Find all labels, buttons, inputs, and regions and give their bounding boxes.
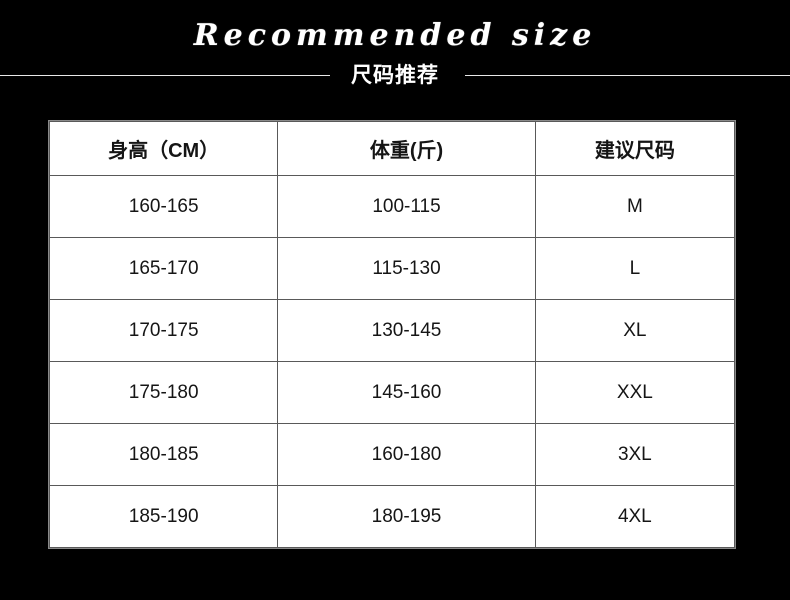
cell-size: M [534,175,736,238]
cell-height: 180-185 [48,423,279,486]
subtitle-row: 尺码推荐 [0,60,790,92]
cell-height: 175-180 [48,361,279,424]
cell-weight: 160-180 [277,423,536,486]
page-subtitle: 尺码推荐 [351,64,439,87]
column-header-weight: 体重(斤) [277,121,536,176]
cell-weight: 145-160 [277,361,536,424]
cell-size: 3XL [534,423,736,486]
table-row: 170-175 130-145 XL [48,299,736,362]
table-header-row: 身高（CM） 体重(斤) 建议尺码 [48,121,736,176]
cell-weight: 130-145 [277,299,536,362]
page-header: Recommended size 尺码推荐 [0,0,790,112]
cell-height: 165-170 [48,237,279,300]
table-row: 175-180 145-160 XXL [48,361,736,424]
column-header-size: 建议尺码 [534,121,736,176]
divider-line-left [0,75,330,76]
cell-size: L [534,237,736,300]
column-header-height: 身高（CM） [48,121,279,176]
table-row: 185-190 180-195 4XL [48,485,736,548]
cell-size: XL [534,299,736,362]
cell-weight: 100-115 [277,175,536,238]
cell-weight: 115-130 [277,237,536,300]
table-row: 180-185 160-180 3XL [48,423,736,486]
size-recommendation-table: 身高（CM） 体重(斤) 建议尺码 160-165 100-115 M 165-… [48,121,736,548]
cell-size: XXL [534,361,736,424]
cell-size: 4XL [534,485,736,548]
cell-height: 170-175 [48,299,279,362]
size-chart-container: 身高（CM） 体重(斤) 建议尺码 160-165 100-115 M 165-… [48,120,736,549]
table-row: 165-170 115-130 L [48,237,736,300]
divider-line-right [465,75,790,76]
page-title-script: Recommended size [193,18,597,53]
cell-weight: 180-195 [277,485,536,548]
table-row: 160-165 100-115 M [48,175,736,238]
cell-height: 185-190 [48,485,279,548]
cell-height: 160-165 [48,175,279,238]
